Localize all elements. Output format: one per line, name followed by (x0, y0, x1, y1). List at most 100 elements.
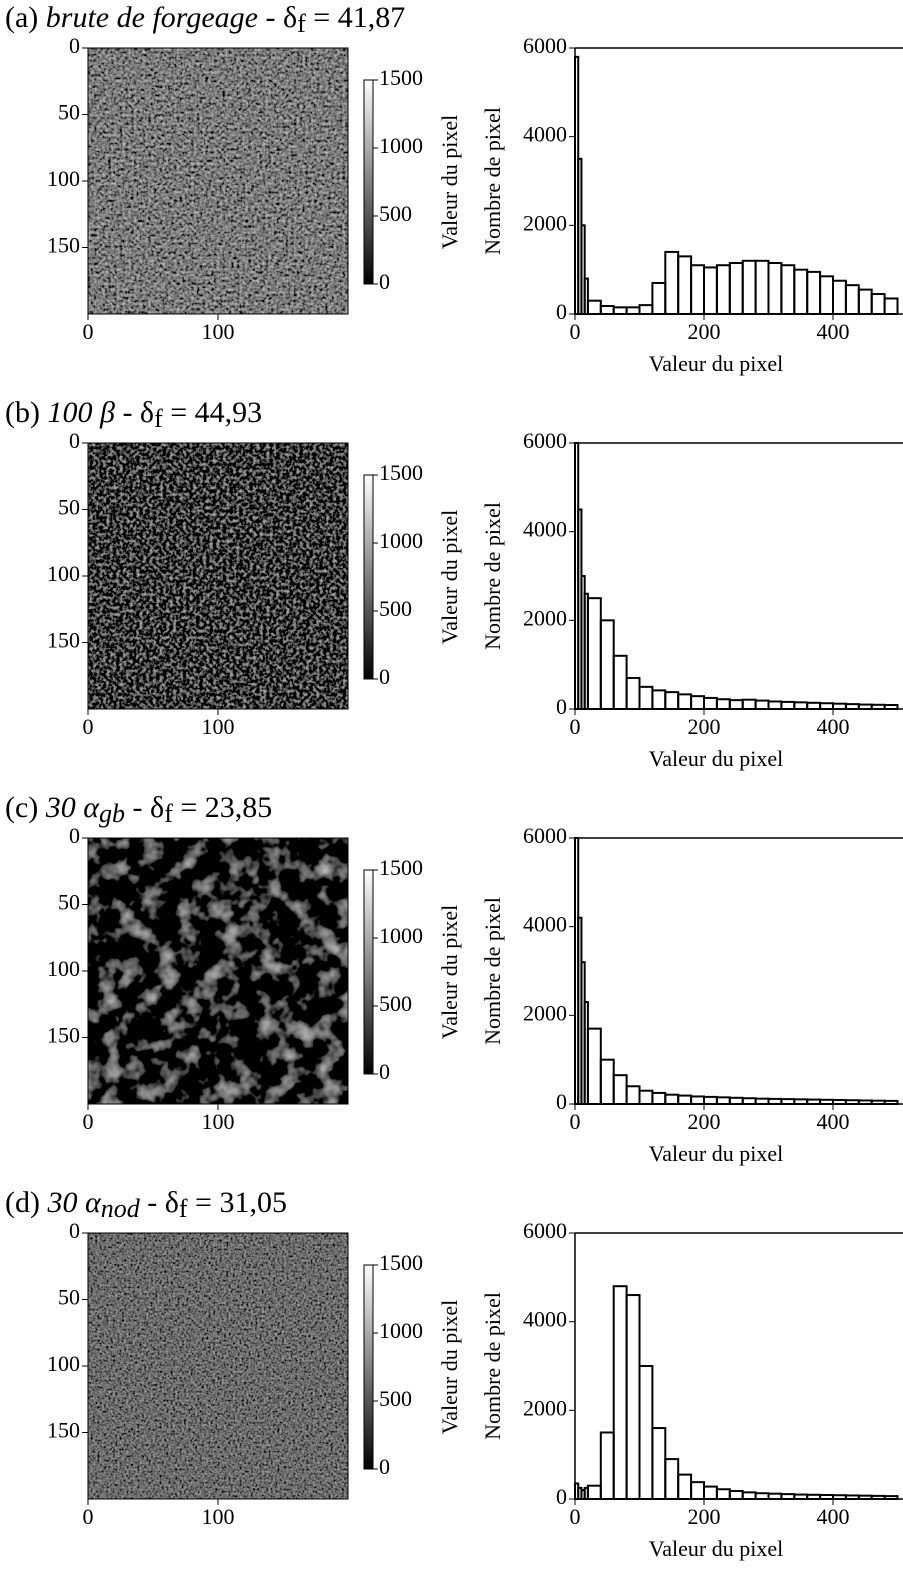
image (88, 838, 348, 1104)
histogram-bar (651, 1427, 667, 1500)
title-part: f (297, 9, 306, 38)
x-tick-label: 100 (202, 1504, 235, 1529)
x-tick-label: 100 (202, 714, 235, 739)
histogram-bar (586, 299, 602, 316)
title-part: f (154, 404, 163, 433)
y-tick-label: 0 (69, 1218, 80, 1243)
histogram-bar (690, 264, 705, 316)
y-tick-label: 100 (47, 561, 80, 586)
colorbar-tick-label: 1500 (379, 855, 423, 880)
colorbar-tick-label: 500 (379, 596, 412, 621)
y-tick-label: 2000 (523, 210, 567, 235)
histogram-bar (612, 1285, 628, 1500)
x-tick-label: 100 (202, 319, 235, 344)
histogram-bar (599, 305, 615, 315)
x-tick-label: 200 (688, 714, 721, 739)
title-part: (b) (5, 396, 47, 429)
x-tick-label: 400 (817, 1504, 850, 1529)
histogram-bar (664, 250, 680, 315)
histogram-bar (612, 306, 628, 316)
image (88, 48, 348, 314)
y-axis-label: Nombre de pixel (480, 897, 505, 1045)
colorbar (363, 474, 374, 680)
histogram-bar (754, 259, 770, 315)
colorbar-label: Valeur du pixel (437, 1300, 462, 1434)
y-tick-label: 150 (47, 628, 80, 653)
y-tick-label: 50 (58, 890, 80, 915)
colorbar-tick-label: 500 (379, 201, 412, 226)
title-part: - δ (258, 1, 297, 34)
x-axis-label: Valeur du pixel (649, 746, 783, 771)
histogram-bar (625, 1085, 641, 1106)
y-tick-label: 150 (47, 233, 80, 258)
y-tick-label: 50 (58, 495, 80, 520)
histogram-bar (780, 264, 796, 316)
y-tick-label: 4000 (523, 1307, 567, 1332)
histogram-bar (754, 1097, 770, 1106)
colorbar-tick-label: 0 (379, 1454, 390, 1479)
y-axis-label: Nombre de pixel (480, 107, 505, 255)
histogram-bar (664, 1093, 680, 1105)
histogram-bar (806, 701, 822, 711)
panel-title: (a) brute de forgeage - δf = 41,87 (5, 1, 405, 39)
histogram-bar (651, 1091, 667, 1105)
histogram-bar (651, 281, 667, 316)
colorbar-tick-label: 500 (379, 991, 412, 1016)
y-tick-label: 150 (47, 1023, 80, 1048)
title-part: 30 α (46, 1186, 102, 1219)
histogram-bar (728, 1096, 744, 1106)
histogram-bar (677, 693, 693, 710)
colorbar-tick-label: 1500 (379, 1250, 423, 1275)
histogram-bar (638, 685, 654, 710)
y-tick-label: 6000 (523, 1218, 567, 1243)
colorbar-tick-label: 1000 (379, 923, 423, 948)
colorbar-label: Valeur du pixel (437, 905, 462, 1039)
histogram-bar (832, 279, 847, 315)
y-tick-label: 0 (556, 1484, 567, 1509)
y-tick-label: 4000 (523, 122, 567, 147)
y-axis-label: Nombre de pixel (480, 1292, 505, 1440)
histogram-bar (599, 619, 615, 710)
histogram-bar (586, 1027, 602, 1105)
colorbar-tick-label: 1500 (379, 65, 423, 90)
histogram-bar (728, 699, 744, 711)
x-tick-label: 0 (83, 714, 94, 739)
y-tick-label: 50 (58, 100, 80, 125)
histogram-bar (741, 1491, 757, 1500)
histogram-bar (599, 1058, 615, 1105)
y-tick-label: 150 (47, 1418, 80, 1443)
x-axis-label: Valeur du pixel (649, 1141, 783, 1166)
x-tick-label: 400 (817, 319, 850, 344)
histogram-bar (715, 1096, 731, 1105)
histogram-bar (741, 698, 757, 711)
histogram-bar (638, 1365, 654, 1500)
y-tick-label: 0 (69, 823, 80, 848)
histogram-bar (625, 1294, 641, 1500)
y-tick-label: 100 (47, 1351, 80, 1376)
x-tick-label: 0 (83, 1109, 94, 1134)
histogram-bar (690, 1481, 705, 1500)
x-tick-label: 0 (570, 1109, 581, 1134)
histogram-bar (857, 288, 873, 316)
title-part: (d) (5, 1186, 47, 1219)
panel-title: (b) 100 β - δf = 44,93 (5, 396, 262, 434)
histogram-bar (806, 270, 822, 315)
histogram-bar (715, 264, 731, 316)
histogram-bar (754, 1492, 770, 1501)
y-tick-label: 0 (556, 299, 567, 324)
y-tick-label: 2000 (523, 605, 567, 630)
histogram-bar (844, 284, 860, 315)
histogram-bar (651, 689, 667, 711)
histogram-bar (638, 304, 654, 315)
histogram-bar (703, 696, 718, 711)
y-tick-label: 0 (556, 1089, 567, 1114)
y-tick-label: 4000 (523, 912, 567, 937)
y-tick-label: 100 (47, 166, 80, 191)
colorbar-tick-label: 1000 (379, 1318, 423, 1343)
y-tick-label: 50 (58, 1285, 80, 1310)
x-tick-label: 200 (688, 1504, 721, 1529)
title-part: 30 α (45, 791, 101, 824)
x-tick-label: 400 (817, 1109, 850, 1134)
x-tick-label: 0 (570, 1504, 581, 1529)
